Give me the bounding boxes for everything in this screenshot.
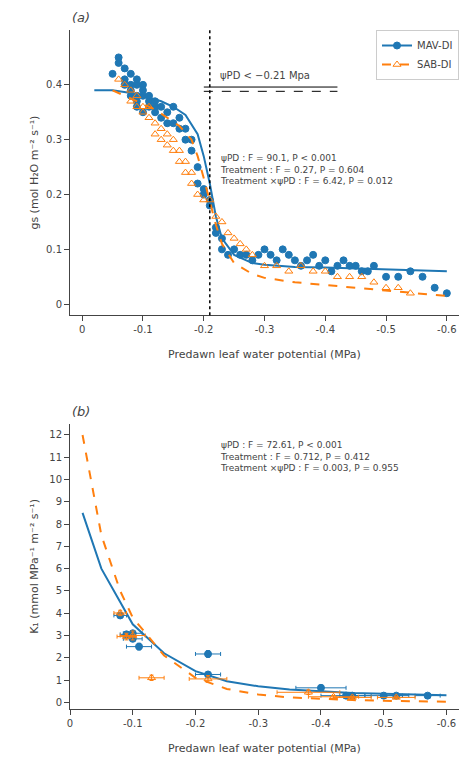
svg-text:-0.4: -0.4 (311, 718, 331, 729)
svg-text:7: 7 (56, 541, 62, 552)
svg-text:-0.1: -0.1 (123, 718, 143, 729)
svg-text:0: 0 (67, 718, 73, 729)
svg-text:0.2: 0.2 (46, 189, 62, 200)
svg-text:(b): (b) (72, 404, 90, 419)
svg-text:-0.3: -0.3 (255, 324, 275, 335)
svg-text:gs (mol H₂O m⁻² s⁻¹): gs (mol H₂O m⁻² s⁻¹) (28, 116, 41, 230)
svg-text:-0.3: -0.3 (248, 718, 268, 729)
svg-text:-0.2: -0.2 (194, 324, 214, 335)
svg-text:0.3: 0.3 (46, 134, 62, 145)
svg-text:-0.5: -0.5 (374, 718, 394, 729)
svg-text:2: 2 (56, 652, 62, 663)
svg-text:-0.4: -0.4 (316, 324, 336, 335)
svg-text:Predawn leaf water potential (: Predawn leaf water potential (MPa) (168, 348, 361, 361)
svg-text:1: 1 (56, 675, 62, 686)
svg-text:0: 0 (79, 324, 85, 335)
svg-text:-0.6: -0.6 (437, 718, 457, 729)
svg-text:0.4: 0.4 (46, 79, 62, 90)
svg-text:K₁ (mmol MPa⁻¹ m⁻² s⁻¹): K₁ (mmol MPa⁻¹ m⁻² s⁻¹) (28, 499, 41, 634)
svg-text:(a): (a) (72, 10, 90, 25)
svg-text:5: 5 (56, 585, 62, 596)
svg-text:9: 9 (56, 496, 62, 507)
svg-text:12: 12 (49, 429, 62, 440)
svg-text:-0.1: -0.1 (133, 324, 153, 335)
svg-text:4: 4 (56, 608, 62, 619)
svg-text:0.1: 0.1 (46, 244, 62, 255)
svg-text:0: 0 (56, 299, 62, 310)
svg-text:SAB-DI: SAB-DI (417, 59, 452, 70)
svg-text:ψPD < −0.21 Mpa: ψPD < −0.21 Mpa (220, 70, 310, 81)
svg-text:MAV-DI: MAV-DI (417, 40, 452, 51)
svg-text:6: 6 (56, 563, 62, 574)
svg-text:ψPD : F = 90.1, P < 0.001Treat: ψPD : F = 90.1, P < 0.001Treatment : F =… (220, 153, 393, 186)
svg-text:11: 11 (49, 452, 62, 463)
svg-text:-0.2: -0.2 (186, 718, 206, 729)
svg-text:3: 3 (56, 630, 62, 641)
svg-text:8: 8 (56, 519, 62, 530)
svg-text:Predawn leaf water potential (: Predawn leaf water potential (MPa) (168, 742, 361, 755)
svg-text:10: 10 (49, 474, 62, 485)
svg-text:-0.6: -0.6 (437, 324, 457, 335)
svg-text:ψPD : F = 72.61, P < 0.001Trea: ψPD : F = 72.61, P < 0.001Treatment : F … (220, 440, 399, 473)
svg-text:-0.5: -0.5 (376, 324, 396, 335)
svg-text:0: 0 (56, 697, 62, 708)
